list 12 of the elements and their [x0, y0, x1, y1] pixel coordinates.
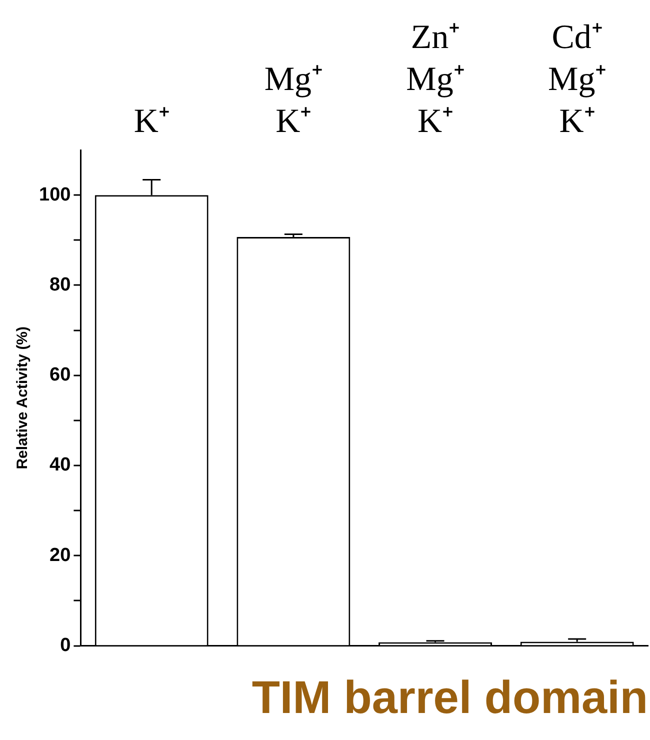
y-tick-label: 100: [39, 184, 71, 206]
y-tick-label: 20: [50, 544, 71, 566]
x-tick-label: K⁺: [134, 103, 170, 140]
x-tick-label: Mg⁺ K⁺: [264, 61, 323, 140]
x-tick-label: Zn⁺ Mg⁺ K⁺: [406, 19, 464, 140]
x-tick-label: Cd⁺ Mg⁺ K⁺: [548, 19, 606, 140]
y-axis-title: Relative Activity (%): [14, 326, 32, 470]
y-tick-label: 0: [60, 635, 71, 656]
text: TIM barrel domain: [252, 671, 648, 724]
y-tick-label: 40: [50, 454, 71, 476]
y-tick-label: 80: [50, 274, 71, 296]
y-tick-label: 60: [50, 364, 71, 386]
